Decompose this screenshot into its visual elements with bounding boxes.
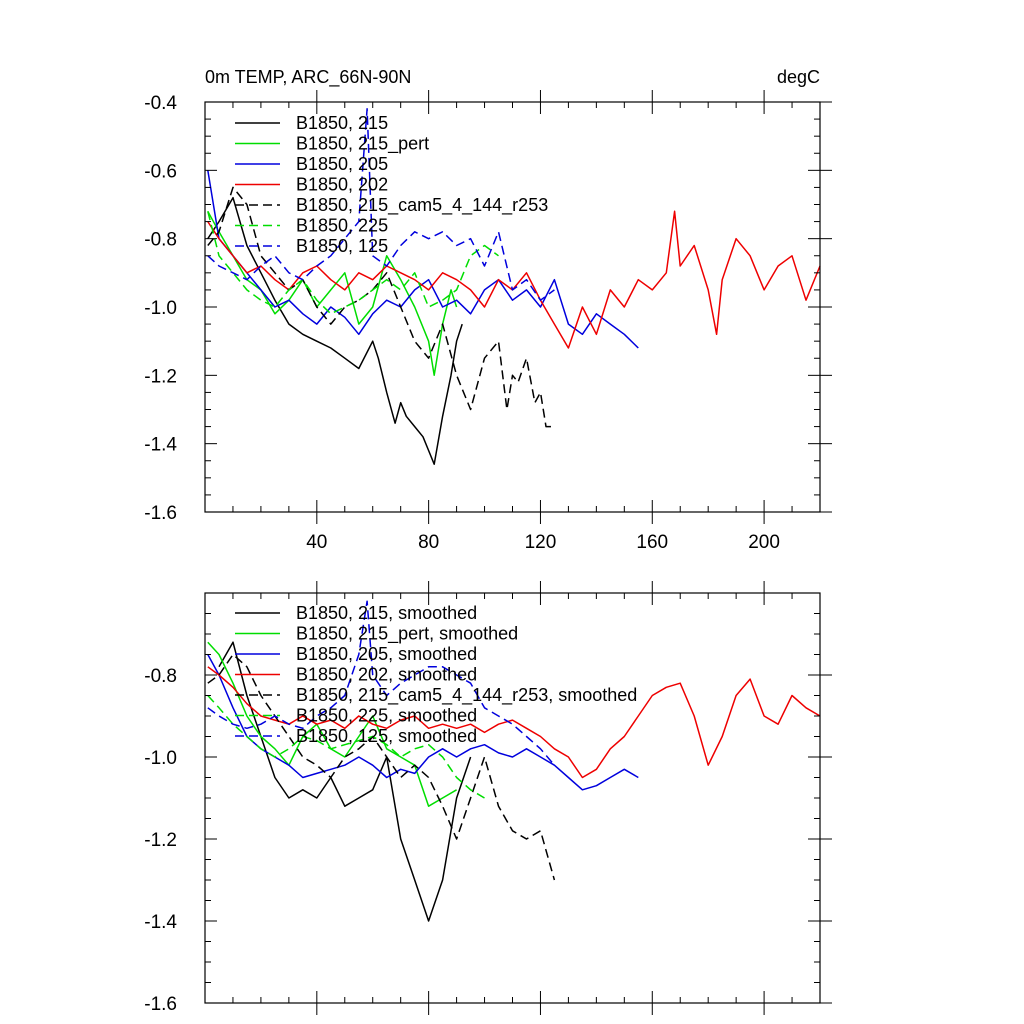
series-line-top-6: [207, 108, 555, 301]
top-panel-units: degC: [777, 67, 820, 87]
legend-label: B1850, 215, smoothed: [296, 603, 477, 623]
series-line-top-0: [207, 196, 463, 465]
bottom-ticks-layer: -1.6 -1.4 -1.2 -1.0 -0.8: [144, 581, 832, 1015]
series-line-bottom-5: [207, 694, 485, 799]
y-tick-label: -1.2: [144, 366, 177, 387]
legend-label: B1850, 205, smoothed: [296, 644, 477, 664]
series-line-bottom-6: [207, 600, 555, 766]
x-tick-label: 200: [748, 532, 780, 553]
y-tick-label: -1.4: [144, 435, 177, 456]
y-tick-label: -0.6: [144, 161, 177, 182]
series-line-bottom-2: [207, 654, 639, 791]
bottom-panel: -1.6 -1.4 -1.2 -1.0 -0.8 B1850, 215, smoothe…: [144, 581, 832, 1015]
legend-label: B1850, 215_pert, smoothed: [296, 624, 518, 645]
legend-label: B1850, 125, smoothed: [296, 726, 477, 746]
legend-label: B1850, 215: [296, 113, 388, 133]
series-line-top-4: [207, 186, 555, 428]
legend-label: B1850, 202: [296, 175, 388, 195]
top-panel: 0m TEMP, ARC_66N-90N degC 40 80 120 160 200 -…: [144, 67, 832, 553]
top-ticks-layer: 40 80 120 160 200 -1.6 -1.4 -1.2 -1.0 -0.8 -0.6 -0.…: [144, 90, 832, 553]
legend-label: B1850, 215_cam5_4_144_r253: [296, 195, 548, 216]
y-tick-label: -1.2: [144, 830, 177, 851]
x-tick-label: 160: [636, 532, 668, 553]
series-line-bottom-4: [207, 653, 556, 881]
legend-label: B1850, 125: [296, 236, 388, 256]
x-tick-label: 120: [525, 532, 557, 553]
y-tick-label: -1.6: [144, 994, 177, 1015]
legend-label: B1850, 215_pert: [296, 134, 429, 155]
y-tick-label: -1.0: [144, 298, 177, 319]
top-series-layer: [207, 108, 821, 465]
legend-label: B1850, 225, smoothed: [296, 706, 477, 726]
series-line-top-3: [207, 210, 821, 349]
y-tick-label: -1.4: [144, 912, 177, 933]
y-tick-label: -0.4: [144, 93, 177, 114]
legend-label: B1850, 205: [296, 154, 388, 174]
y-tick-label: -0.8: [144, 666, 177, 687]
y-tick-label: -0.8: [144, 230, 177, 251]
series-line-top-5: [207, 211, 499, 315]
series-line-top-1: [207, 210, 458, 377]
legend-label: B1850, 215_cam5_4_144_r253, smoothed: [296, 685, 637, 706]
top-panel-title: 0m TEMP, ARC_66N-90N: [205, 67, 411, 88]
legend-label: B1850, 202, smoothed: [296, 665, 477, 685]
x-tick-label: 80: [418, 532, 439, 553]
legend-label: B1850, 225: [296, 216, 388, 236]
x-tick-label: 40: [306, 532, 327, 553]
series-line-bottom-3: [207, 666, 821, 779]
bottom-series-layer: [207, 600, 821, 922]
y-tick-label: -1.0: [144, 748, 177, 769]
y-tick-label: -1.6: [144, 503, 177, 524]
